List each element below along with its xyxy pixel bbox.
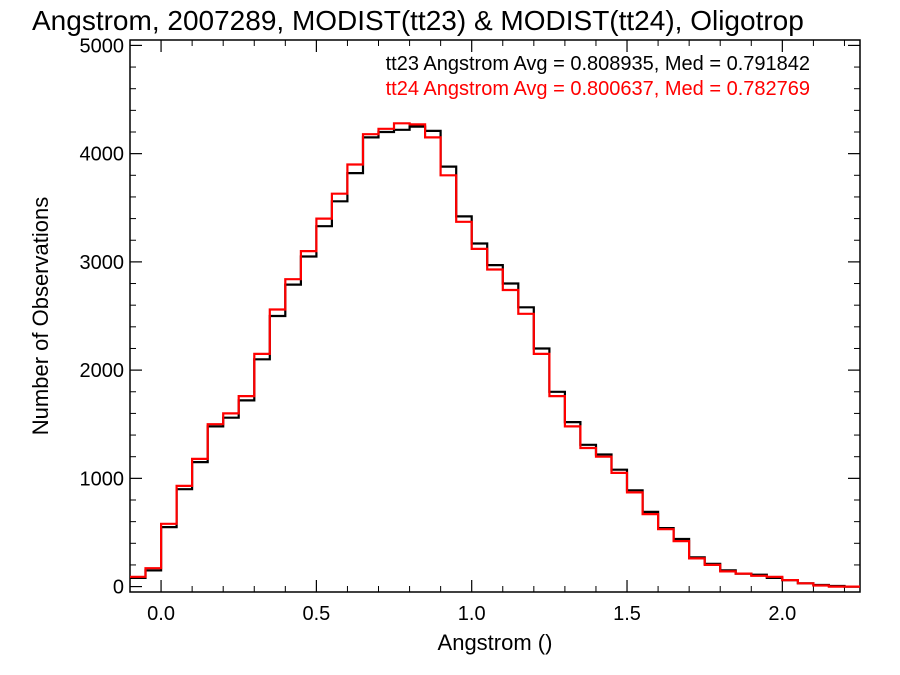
x-tick-label: 1.5 [613,603,641,625]
series-tt24-line [130,122,860,588]
y-tick-label: 3000 [80,252,125,274]
x-tick-label: 0.5 [302,603,330,625]
tt23-stats-annotation: tt23 Angstrom Avg = 0.808935, Med = 0.79… [386,53,810,75]
x-tick-label: 1.0 [458,603,486,625]
y-tick-label: 4000 [80,144,125,166]
y-tick-label: 2000 [80,360,125,382]
y-tick-label: 5000 [80,35,125,57]
x-tick-label: 0.0 [147,603,175,625]
chart-title: Angstrom, 2007289, MODIST(tt23) & MODIST… [32,5,804,36]
x-axis-label: Angstrom () [438,630,553,655]
plot-area: 0.0 0.5 1.0 1.5 2.0 0 1000 2000 3000 4000 5000 [80,35,861,625]
y-tick-label: 1000 [80,468,125,490]
series-tt23-line [130,125,860,588]
y-axis-label: Number of Observations [28,197,53,435]
plot-frame [129,39,861,593]
tt24-stats-annotation: tt24 Angstrom Avg = 0.800637, Med = 0.78… [386,78,810,100]
y-tick-label: 0 [113,577,124,599]
x-tick-label: 2.0 [768,603,796,625]
